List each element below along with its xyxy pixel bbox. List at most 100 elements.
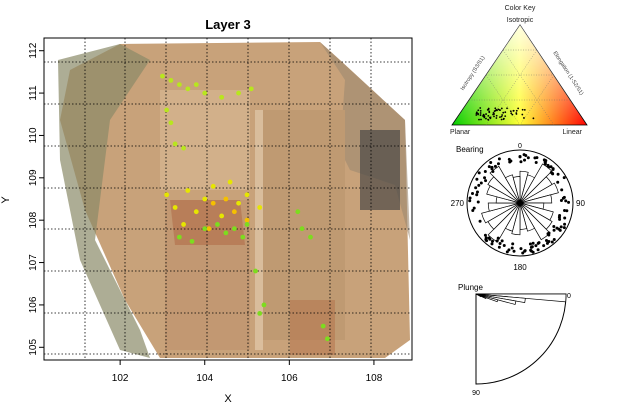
ternary-point: [475, 114, 478, 116]
y-tick-label: 105: [28, 339, 39, 356]
bearing-sectors: [481, 163, 559, 243]
scatter-point: [210, 200, 216, 206]
scatter-point: [210, 183, 216, 189]
plunge-sectors: [475, 293, 567, 305]
scatter-point: [248, 86, 254, 92]
scatter-point: [320, 323, 326, 329]
ternary-point: [510, 112, 513, 115]
ternary-point: [485, 113, 487, 115]
bearing-point: [479, 181, 483, 185]
corner-label-isotropic: Isotropic: [507, 17, 534, 24]
x-tick-label: 106: [281, 373, 298, 384]
bearing-sector: [481, 202, 521, 224]
color-key-title: Color Key: [505, 5, 536, 12]
plot-frame: [43, 37, 413, 361]
ternary-point: [504, 111, 507, 114]
bearing-sector: [519, 202, 536, 232]
y-tick-label: 107: [28, 254, 39, 271]
bearing-point: [549, 165, 553, 169]
bearing-point: [484, 236, 488, 240]
color-key: Color Key Isotropic Isotropy (S3/S1) Elo…: [450, 5, 588, 136]
scatter-point: [193, 82, 199, 88]
bearing-point: [495, 239, 499, 243]
plunge-quadrant: [475, 293, 567, 385]
grid: [44, 38, 412, 360]
y-tick-label: 110: [28, 127, 39, 143]
bearing-point: [565, 209, 569, 213]
plot-title: Layer 3: [205, 17, 251, 32]
bearing-point: [498, 241, 502, 245]
bearing-point: [477, 171, 481, 175]
y-axis-label: Y: [0, 196, 12, 204]
ternary-point: [496, 109, 498, 112]
y-tick-label: 112: [28, 42, 39, 58]
bearing-point: [523, 249, 527, 253]
ternary-point: [502, 117, 505, 120]
ternary-points: [475, 107, 535, 121]
scatter-point: [202, 226, 208, 232]
bearing-points: [468, 153, 571, 255]
bearing-point: [559, 199, 563, 203]
scatter-point: [231, 226, 237, 232]
ternary-point: [492, 111, 495, 114]
ternary-point: [475, 112, 478, 115]
scatter-point: [219, 94, 225, 100]
bearing-point: [483, 233, 487, 237]
ternary-point: [523, 108, 526, 111]
ternary-point: [495, 117, 498, 119]
ternary-point: [482, 115, 484, 117]
ternary-point: [515, 109, 518, 112]
bearing-point: [475, 177, 479, 181]
x-axis-label: X: [224, 393, 232, 405]
bearing-point: [472, 206, 476, 210]
ternary-point: [487, 108, 490, 111]
bearing-sector: [489, 165, 521, 204]
scatter-point: [257, 205, 263, 210]
scatter-point: [223, 230, 229, 236]
scatter-point: [202, 196, 208, 202]
ternary-point: [521, 108, 524, 111]
ternary-point: [495, 114, 498, 117]
ternary-point: [493, 115, 495, 118]
bearing-point: [529, 245, 533, 249]
bearing-point: [546, 164, 550, 168]
bearing-point: [477, 183, 481, 187]
ternary-point: [512, 109, 515, 112]
bearing-point: [558, 214, 562, 218]
bearing-point: [490, 242, 494, 246]
ternary-point: [492, 113, 494, 116]
bearing-point: [518, 155, 522, 159]
ternary-point: [478, 118, 480, 121]
bearing-point: [562, 176, 566, 180]
ternary-point: [479, 114, 482, 116]
bearing-label-90: 90: [576, 199, 585, 208]
y-axis: 105 106 107 108 109 110 111 112: [28, 42, 44, 356]
bearing-label-270: 270: [451, 199, 465, 208]
ternary-point: [501, 114, 504, 116]
bearing-sector: [504, 174, 521, 204]
bearing-point: [497, 245, 501, 249]
bearing-point: [552, 225, 556, 229]
bearing-point: [551, 167, 555, 171]
ternary-point: [494, 107, 497, 110]
bearing-point: [484, 179, 488, 183]
bearing-point: [468, 199, 472, 203]
ternary-point: [511, 113, 514, 116]
scatter-point: [176, 82, 182, 88]
bearing-point: [558, 217, 562, 221]
bearing-point: [500, 239, 504, 243]
bearing-point: [522, 153, 526, 157]
scatter-point: [231, 209, 237, 215]
ternary-point: [509, 110, 512, 113]
ternary-point: [488, 116, 491, 119]
scatter-point: [164, 107, 170, 113]
bearing-title: Bearing: [456, 145, 484, 154]
ternary-point: [515, 113, 518, 115]
ternary-point: [493, 110, 496, 113]
bearing-point: [556, 172, 560, 176]
bearing-point: [526, 156, 530, 160]
corner-label-linear: Linear: [563, 129, 583, 136]
bearing-point: [468, 196, 472, 200]
x-axis: 102 104 106 108: [112, 360, 383, 384]
